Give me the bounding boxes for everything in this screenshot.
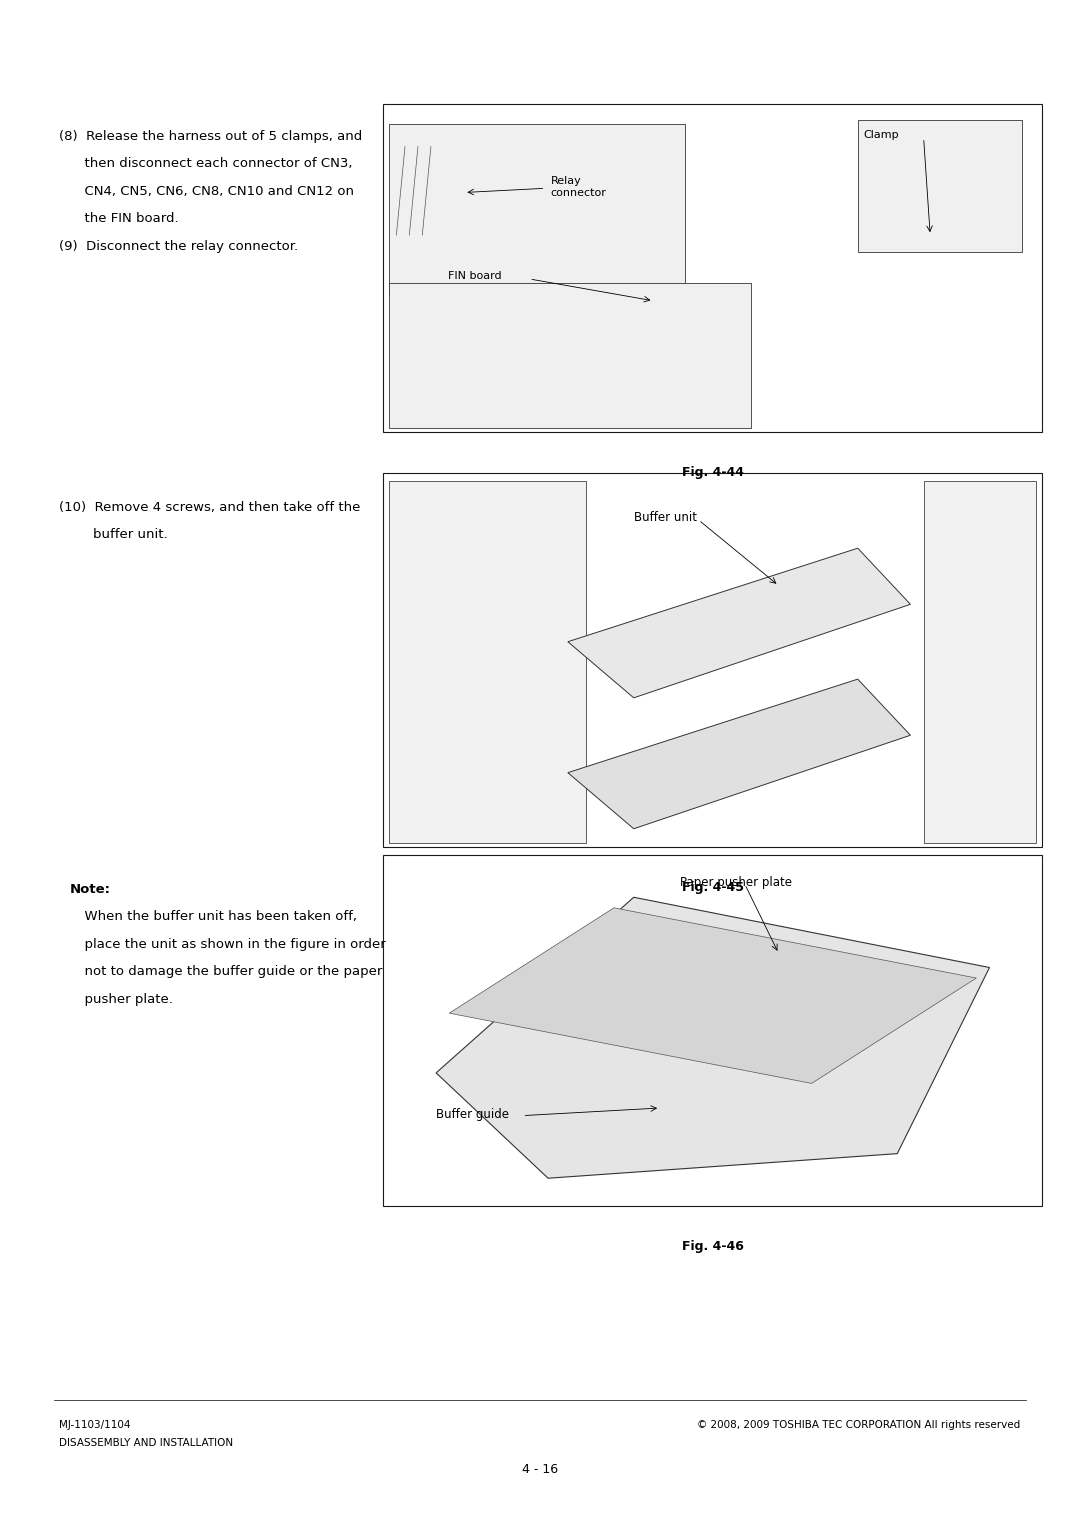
Polygon shape xyxy=(436,898,989,1179)
Bar xyxy=(383,104,1042,432)
Text: place the unit as shown in the figure in order: place the unit as shown in the figure in… xyxy=(59,938,387,951)
Text: (8)  Release the harness out of 5 clamps, and: (8) Release the harness out of 5 clamps,… xyxy=(59,130,363,144)
Bar xyxy=(383,855,1042,1206)
Text: FIN board: FIN board xyxy=(448,272,502,281)
Text: (9)  Disconnect the relay connector.: (9) Disconnect the relay connector. xyxy=(59,240,298,253)
Text: CN4, CN5, CN6, CN8, CN10 and CN12 on: CN4, CN5, CN6, CN8, CN10 and CN12 on xyxy=(59,185,354,199)
Bar xyxy=(923,481,1036,843)
Text: Clamp: Clamp xyxy=(863,130,899,140)
Text: (10)  Remove 4 screws, and then take off the: (10) Remove 4 screws, and then take off … xyxy=(59,501,361,515)
Bar xyxy=(383,473,1042,847)
Text: Fig. 4-44: Fig. 4-44 xyxy=(681,466,744,479)
Text: buffer unit.: buffer unit. xyxy=(59,528,168,542)
Text: DISASSEMBLY AND INSTALLATION: DISASSEMBLY AND INSTALLATION xyxy=(59,1438,233,1449)
Text: Note:: Note: xyxy=(70,883,111,896)
Bar xyxy=(389,282,752,428)
Text: Fig. 4-46: Fig. 4-46 xyxy=(681,1240,744,1254)
Bar xyxy=(389,124,686,295)
Polygon shape xyxy=(568,680,910,829)
Text: When the buffer unit has been taken off,: When the buffer unit has been taken off, xyxy=(59,910,357,924)
Text: the FIN board.: the FIN board. xyxy=(59,212,179,226)
Polygon shape xyxy=(449,907,976,1084)
Text: Relay
connector: Relay connector xyxy=(551,176,607,197)
Text: Paper pusher plate: Paper pusher plate xyxy=(680,876,792,889)
Polygon shape xyxy=(568,548,910,698)
Text: not to damage the buffer guide or the paper: not to damage the buffer guide or the pa… xyxy=(59,965,382,979)
Text: MJ-1103/1104: MJ-1103/1104 xyxy=(59,1420,131,1431)
Bar xyxy=(389,481,586,843)
Text: Buffer guide: Buffer guide xyxy=(436,1109,509,1121)
Text: Buffer unit: Buffer unit xyxy=(634,510,697,524)
Text: © 2008, 2009 TOSHIBA TEC CORPORATION All rights reserved: © 2008, 2009 TOSHIBA TEC CORPORATION All… xyxy=(698,1420,1021,1431)
Text: pusher plate.: pusher plate. xyxy=(59,993,173,1006)
Text: then disconnect each connector of CN3,: then disconnect each connector of CN3, xyxy=(59,157,353,171)
Text: Fig. 4-45: Fig. 4-45 xyxy=(681,881,744,895)
Bar xyxy=(858,121,1023,252)
Text: 4 - 16: 4 - 16 xyxy=(522,1463,558,1477)
